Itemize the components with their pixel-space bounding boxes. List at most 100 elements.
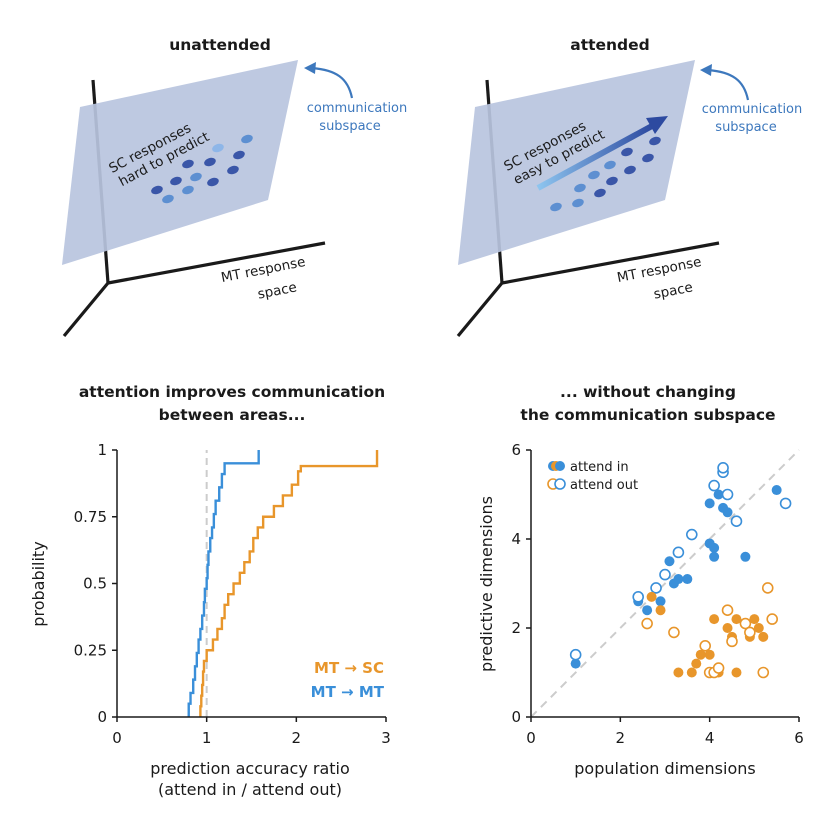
y-tick-label: 0 [97, 708, 107, 726]
scatter-point-open [726, 635, 738, 648]
axis-depth [456, 281, 504, 338]
cdf-xlabel: prediction accuracy ratio [150, 759, 350, 778]
subspace-label-line2: subspace [715, 120, 776, 135]
scatter-chart: ... without changing the communication s… [477, 383, 804, 778]
scatter-point-open [761, 582, 774, 594]
scatter-point-filled [749, 614, 760, 625]
scatter-point-filled [722, 623, 733, 633]
response-dots [550, 136, 661, 212]
scatter-legend: attend in attend out [547, 460, 638, 493]
response-dots [151, 134, 253, 204]
legend-mt-mt: MT → MT [311, 683, 385, 701]
x-tick-label: 0 [112, 729, 122, 747]
scatter-point-filled [673, 574, 684, 585]
scatter-point-open [672, 546, 685, 559]
scatter-point-filled [758, 631, 769, 642]
axis-horizontal [107, 241, 326, 285]
scatter-point-filled [646, 591, 657, 602]
scatter-title-line2: the communication subspace [520, 406, 775, 424]
subspace-label-line1: communication [307, 101, 408, 116]
predict-arrow-icon [536, 123, 654, 191]
panel-unattended-title: unattended [169, 36, 271, 54]
scatter-point-open [766, 613, 779, 625]
scatter-point-filled [570, 658, 581, 669]
legend-attend-in-marker [555, 461, 565, 471]
x-tick-label: 3 [381, 729, 391, 747]
scatter-point-open [685, 528, 698, 541]
scatter-point-filled [691, 658, 702, 669]
scatter-point-filled [740, 551, 751, 562]
space-label-line2: space [652, 279, 694, 302]
communication-subspace-plane [458, 60, 695, 265]
scatter-point-open [730, 515, 743, 528]
scatter-point-filled [709, 551, 720, 562]
scatter-point-filled [713, 489, 724, 500]
scatter-point-open [659, 568, 671, 581]
legend-mt-sc: MT → SC [314, 659, 384, 677]
cdf-chart: attention improves communication between… [29, 383, 391, 799]
y-tick-label: 0.75 [74, 508, 107, 526]
y-tick-label: 0.25 [74, 641, 107, 659]
y-tick-label: 0.5 [83, 575, 107, 593]
scatter-point-open [641, 617, 653, 630]
scatter-ylabel: predictive dimensions [477, 496, 496, 672]
scatter-point-filled [709, 614, 720, 625]
axis-depth [62, 281, 110, 338]
scatter-point-filled [771, 485, 782, 496]
subspace-arrow-icon [311, 66, 354, 99]
y-tick-label: 0 [511, 708, 521, 726]
y-tick-label: 4 [511, 530, 521, 548]
subspace-label-line2: subspace [319, 119, 380, 134]
scatter-point-open [668, 626, 680, 639]
panel-attended: attended SC responses easy to pre [456, 36, 803, 338]
scatter-xlabel: population dimensions [574, 759, 755, 778]
scatter-point-open [744, 626, 756, 639]
subspace-arrow-icon [707, 68, 750, 101]
cdf-title-line1: attention improves communication [79, 383, 385, 401]
scatter-point-open [757, 666, 770, 679]
scatter-point-open [708, 479, 720, 492]
scatter-point-open [569, 648, 582, 661]
scatter-point-filled [664, 556, 675, 567]
subspace-label-line1: communication [702, 102, 803, 117]
x-tick-label: 6 [794, 729, 804, 747]
scatter-point-filled [731, 667, 742, 678]
cdf-ylabel: probability [29, 541, 48, 626]
x-tick-label: 0 [526, 729, 536, 747]
scatter-point-open [712, 662, 725, 674]
panel-attended-title: attended [570, 36, 650, 54]
cdf-title-line2: between areas... [159, 406, 306, 424]
legend-attend-out: attend out [570, 478, 638, 493]
scatter-point-open [739, 617, 752, 630]
y-tick-label: 1 [97, 441, 107, 459]
scatter-point-filled [655, 596, 666, 607]
axis-horizontal [501, 241, 720, 285]
legend-attend-out-marker [554, 478, 566, 490]
scatter-point-filled [709, 542, 720, 553]
scatter-point-filled [686, 667, 697, 678]
scatter-point-open [699, 639, 712, 652]
scatter-title-line1: ... without changing [560, 383, 736, 401]
scatter-point-filled [655, 605, 666, 616]
subspace-arrowhead-icon [700, 64, 712, 76]
scatter-point-filled [753, 623, 764, 633]
space-label-line2: space [256, 279, 298, 302]
panel-unattended: unattended SC responses hard to predict [62, 36, 408, 338]
scatter-point-filled [704, 498, 715, 509]
x-tick-label: 4 [705, 729, 715, 747]
predict-arrowhead-icon [646, 116, 668, 134]
subspace-arrowhead-icon [304, 62, 316, 74]
series-mt-mt-line [187, 450, 260, 717]
series-mt-sc-line [199, 450, 379, 717]
scatter-point-open [632, 591, 645, 603]
scatter-point-open [779, 497, 792, 510]
scatter-point-filled [731, 614, 742, 625]
scatter-point-open [650, 582, 662, 594]
identity-diagonal [530, 449, 800, 718]
x-tick-label: 1 [202, 729, 212, 747]
cdf-xlabel2: (attend in / attend out) [158, 780, 342, 799]
scatter-point-open [721, 488, 734, 501]
x-tick-label: 2 [616, 729, 626, 747]
scatter-point-filled [695, 649, 706, 660]
